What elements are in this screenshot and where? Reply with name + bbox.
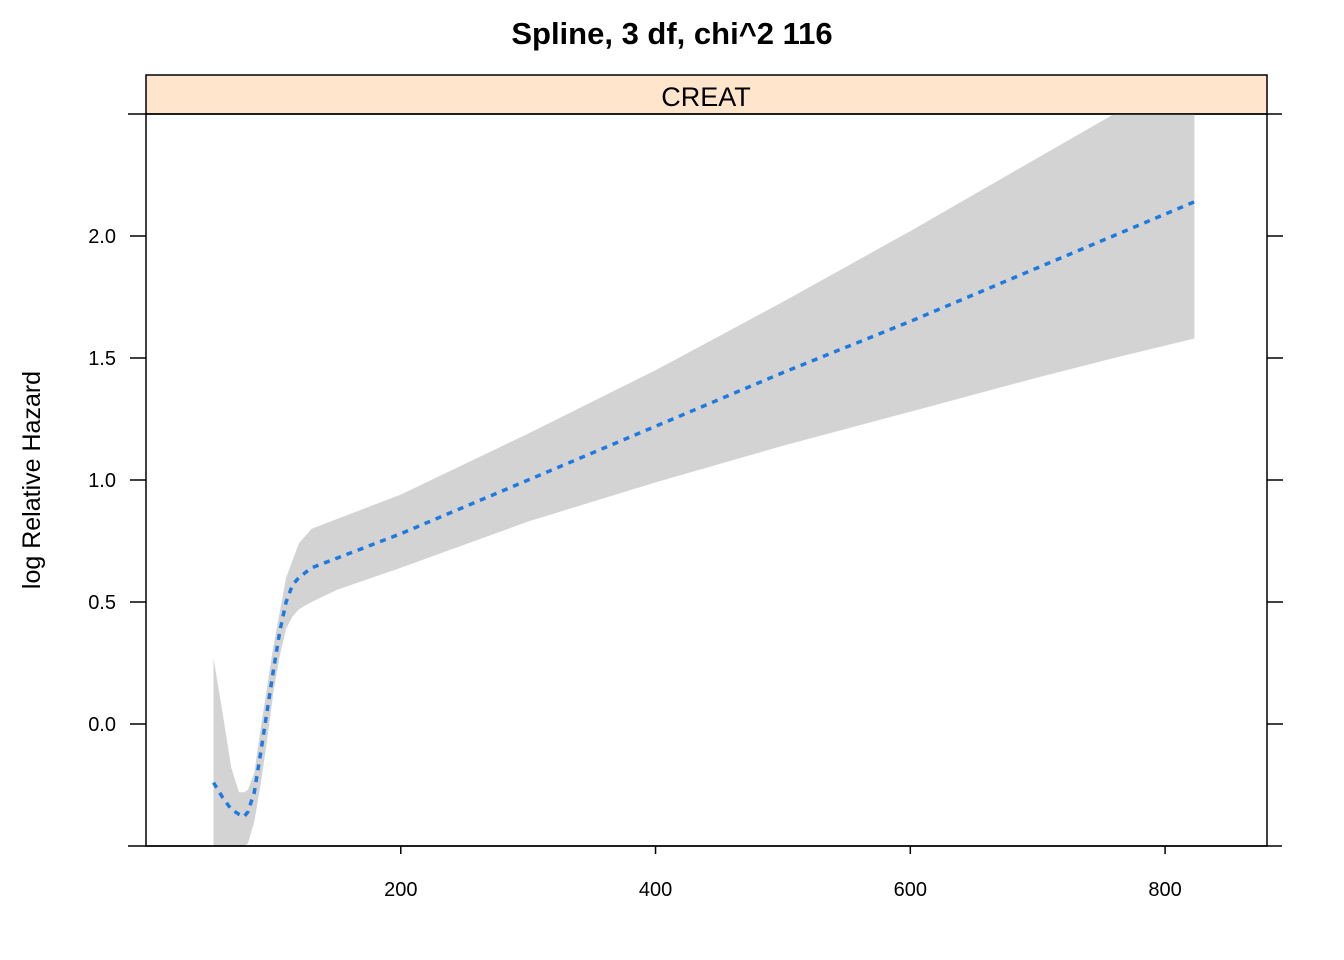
y-axis: 0.0 0.5 1.0 1.5 2.0 <box>88 113 1283 736</box>
y-tick-label: 0.0 <box>88 714 116 736</box>
panel-strip <box>145 74 1268 115</box>
y-tick-label: 2.0 <box>88 226 116 248</box>
x-tick-label: 600 <box>894 879 927 901</box>
y-tick-label: 1.5 <box>88 348 116 370</box>
plot-area <box>212 114 1196 846</box>
x-tick-label: 800 <box>1148 879 1181 901</box>
x-tick-label: 400 <box>639 879 672 901</box>
chart-title: Spline, 3 df, chi^2 116 <box>511 16 832 51</box>
x-tick-label: 200 <box>384 879 417 901</box>
panel-strip-label: CREAT <box>661 82 751 112</box>
y-tick-label: 0.5 <box>88 592 116 614</box>
y-tick-label: 1.0 <box>88 470 116 492</box>
series-line <box>212 200 1196 819</box>
y-axis-label: log Relative Hazard <box>18 371 46 589</box>
x-axis: 200 400 600 800 <box>128 845 1282 901</box>
confidence-band <box>213 114 1195 846</box>
